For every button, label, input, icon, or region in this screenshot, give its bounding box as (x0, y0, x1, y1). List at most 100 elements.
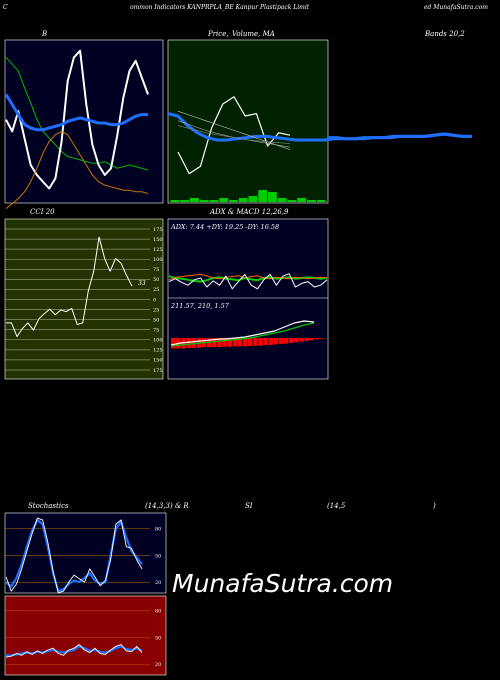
macd-histogram-bar (186, 338, 191, 348)
macd-histogram-bar (232, 338, 238, 347)
volume-bar (209, 200, 219, 202)
macd-histogram-bar (299, 338, 304, 342)
price-line (177, 96, 291, 175)
macd-histogram-bar (309, 338, 315, 341)
cci-tick-label: 75 (153, 267, 159, 273)
price-ma-panel (167, 39, 472, 204)
moving-average-thin-line (177, 125, 291, 144)
stochastics-k-line (5, 518, 143, 593)
macd-histogram-bar (273, 338, 279, 345)
volume-bar (268, 192, 277, 202)
macd-histogram-bar (268, 338, 273, 345)
cci-tick-label: 150 (153, 358, 163, 364)
bollinger-price-line (5, 49, 149, 190)
cci-label: CCI 20 (30, 208, 55, 216)
ma-overflow-line (328, 132, 472, 141)
cci-tick-label: 125 (153, 247, 163, 253)
rsi-label: SI (245, 502, 253, 510)
header-left: C (3, 4, 8, 11)
rsi-panel: 80 50 20 (4, 595, 167, 676)
macd-histogram-bar (283, 338, 289, 344)
macd-histogram-bar (258, 338, 263, 346)
macd-histogram-bar (278, 338, 284, 344)
macd-histogram-bar (222, 338, 227, 347)
volume-bar (287, 200, 297, 202)
cci-tick-label: 150 (153, 237, 163, 243)
macd-histogram-bar (171, 338, 176, 349)
macd-values: 211.57, 210, 1.57 (170, 302, 230, 310)
bollinger-upper-line (5, 57, 149, 171)
macd-histogram-bar (248, 338, 253, 346)
rsi-rsi_signal-line (5, 644, 143, 658)
stochastics-d-line (5, 517, 143, 594)
price-label: Price, (207, 30, 229, 38)
header-right: ed MunafaSutra.com (424, 4, 488, 11)
bollinger-middle-line (4, 93, 148, 132)
cci-tick-label: 50 (153, 317, 159, 323)
cci-tick-label: 25 (153, 287, 159, 293)
stochastics-tick-label: 50 (155, 553, 161, 559)
volume-bar (170, 200, 180, 202)
stoch-label: Stochastics (28, 502, 69, 510)
macd-histogram-bar (191, 338, 196, 348)
volume-bar (229, 200, 238, 202)
macd-histogram-bar (217, 338, 222, 348)
volume-bar (307, 200, 316, 202)
adx-macd-panel: ADX: 7.44 +DY: 19.25 -DY: 16.58 211.57, … (167, 218, 329, 380)
rsi-tick-label: 80 (155, 609, 161, 615)
cci-tick-label: 100 (153, 257, 163, 263)
volume-bar (180, 200, 190, 202)
volume-bar (190, 198, 199, 202)
cci-tick-label: 75 (153, 328, 159, 334)
cci-last-value: 33 (138, 280, 146, 287)
macd-histogram-bar (242, 338, 248, 347)
macd-histogram-bar (237, 338, 243, 347)
stochastics-panel: 80 50 20 (4, 512, 167, 594)
adx-macd-label: ADX & MACD 12,26,9 (209, 208, 289, 216)
volume-bar (248, 196, 258, 202)
volume-bar (297, 198, 307, 202)
macd-histogram-bar (304, 338, 309, 341)
volume-ma-label: Volume, MA (232, 30, 275, 38)
macd-histogram-bar (319, 338, 325, 339)
stoch-params: (14,3,3) & R (145, 502, 189, 510)
volume-bar (258, 190, 268, 202)
cci-tick-label: 175 (153, 227, 163, 233)
watermark: MunafaSutra.com (172, 569, 393, 598)
cci-tick-label: 0 (153, 297, 156, 303)
rsi-tick-label: 20 (155, 662, 161, 668)
header-center: ommon Indicators KANPRPLA_BE Kanpur Plas… (130, 4, 310, 11)
adx-values: ADX: 7.44 +DY: 19.25 -DY: 16.58 (170, 223, 279, 231)
cci-tick-label: 175 (153, 368, 163, 374)
volume-bar (219, 198, 229, 202)
rsi-params-close: ) (432, 502, 436, 510)
macd-histogram-bar (263, 338, 268, 345)
macd-macd-line (170, 320, 315, 346)
bands-label: Bands 20,2 (424, 30, 465, 38)
volume-bar (238, 198, 248, 202)
cci-tick-label: 50 (153, 277, 159, 283)
moving-average-thin-line (177, 110, 291, 150)
macd-signal-line (170, 322, 315, 347)
cci-tick-label: 125 (153, 348, 163, 354)
rsi-params: (14,5 (327, 502, 346, 510)
volume-bar (316, 200, 326, 202)
moving-average-line (328, 132, 472, 141)
cci-tick-label: 100 (153, 338, 163, 344)
macd-histogram-bar (289, 338, 294, 343)
macd-histogram-bar (314, 338, 320, 340)
macd-histogram-bar (253, 338, 258, 346)
bollinger-label: B (41, 30, 47, 38)
stochastics-tick-label: 80 (155, 527, 161, 533)
adx-minus_di-line (168, 273, 328, 281)
volume-bar (199, 200, 209, 202)
adx-adx-line (168, 273, 328, 290)
bollinger-panel (4, 39, 164, 209)
stochastics-tick-label: 20 (155, 580, 161, 586)
macd-histogram-bar (212, 338, 217, 348)
macd-histogram-bar (227, 338, 232, 347)
cci-tick-label: 25 (153, 307, 159, 313)
cci-line (6, 236, 133, 338)
cci-panel: 175 150 125 100 75 50 25 0 25 50 75 100 125 150 175 33 (4, 218, 164, 380)
volume-bar (277, 198, 287, 202)
